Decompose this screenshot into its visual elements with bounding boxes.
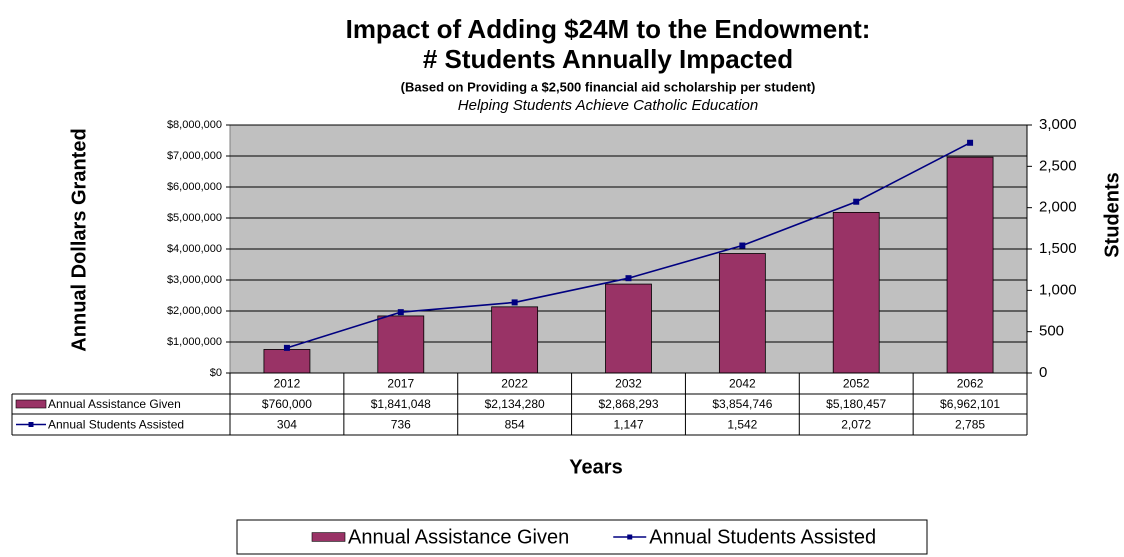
line-marker [511,299,518,306]
y-tick-label: $4,000,000 [167,243,222,255]
data-label: 1,542 [727,418,757,432]
x-tick-label: 2022 [501,377,528,391]
x-tick-label: 2017 [387,377,414,391]
data-label: $5,180,457 [826,397,886,411]
y-tick-label: $5,000,000 [167,212,222,224]
bar [946,156,994,374]
data-label: $760,000 [262,397,312,411]
bar [832,212,880,374]
y-tick-label: $0 [210,367,222,379]
y2-tick-label: 0 [1039,364,1047,381]
line-marker [967,139,974,146]
legend-key [28,422,34,427]
y2-axis-label: Students [1101,172,1123,258]
legend-key [311,532,346,542]
legend-key [627,534,633,540]
bar [718,253,766,374]
data-label: $2,134,280 [485,397,545,411]
data-label: 304 [277,418,297,432]
y2-tick-label: 500 [1039,323,1064,340]
chart-subtitle: (Based on Providing a $2,500 financial a… [401,79,816,94]
bar [491,306,539,374]
data-label: 1,147 [613,418,643,432]
data-label: $2,868,293 [598,397,658,411]
data-label: $6,962,101 [940,397,1000,411]
table-row-label: Annual Assistance Given [48,397,181,411]
line-marker [625,275,632,282]
data-label: 736 [391,418,411,432]
line-marker [853,198,860,205]
y2-tick-label: 1,500 [1039,240,1077,257]
y-tick-label: $6,000,000 [167,181,222,193]
y-axis-label: Annual Dollars Granted [68,128,90,351]
y-tick-label: $3,000,000 [167,274,222,286]
line-marker [397,309,404,316]
y2-tick-label: 1,000 [1039,281,1077,298]
x-axis-label: Years [569,456,622,478]
x-tick-label: 2052 [843,377,870,391]
table-row-label: Annual Students Assisted [48,418,184,432]
y2-tick-label: 3,000 [1039,116,1077,133]
legend [236,519,928,555]
data-label: $3,854,746 [712,397,772,411]
y2-tick-label: 2,500 [1039,157,1077,174]
y-tick-label: $2,000,000 [167,305,222,317]
y2-tick-label: 2,000 [1039,199,1077,216]
y-tick-label: $1,000,000 [167,336,222,348]
x-tick-label: 2062 [957,377,984,391]
x-tick-label: 2012 [274,377,301,391]
data-label: $1,841,048 [371,397,431,411]
data-label: 2,072 [841,418,871,432]
data-label: 2,785 [955,418,985,432]
line-marker [283,344,290,351]
legend-label: Annual Students Assisted [649,526,876,548]
bar [263,349,311,374]
y-tick-label: $7,000,000 [167,150,222,162]
chart-title: # Students Annually Impacted [423,44,793,74]
legend-key [15,399,47,409]
chart-title: Impact of Adding $24M to the Endowment: [346,14,871,44]
x-tick-label: 2032 [615,377,642,391]
legend-label: Annual Assistance Given [348,526,569,548]
data-label: 854 [505,418,525,432]
bar [605,283,652,374]
y-tick-label: $8,000,000 [167,119,222,131]
line-marker [739,242,746,249]
x-tick-label: 2042 [729,377,756,391]
chart-annotation: Helping Students Achieve Catholic Educat… [458,97,758,114]
bar [377,315,425,374]
